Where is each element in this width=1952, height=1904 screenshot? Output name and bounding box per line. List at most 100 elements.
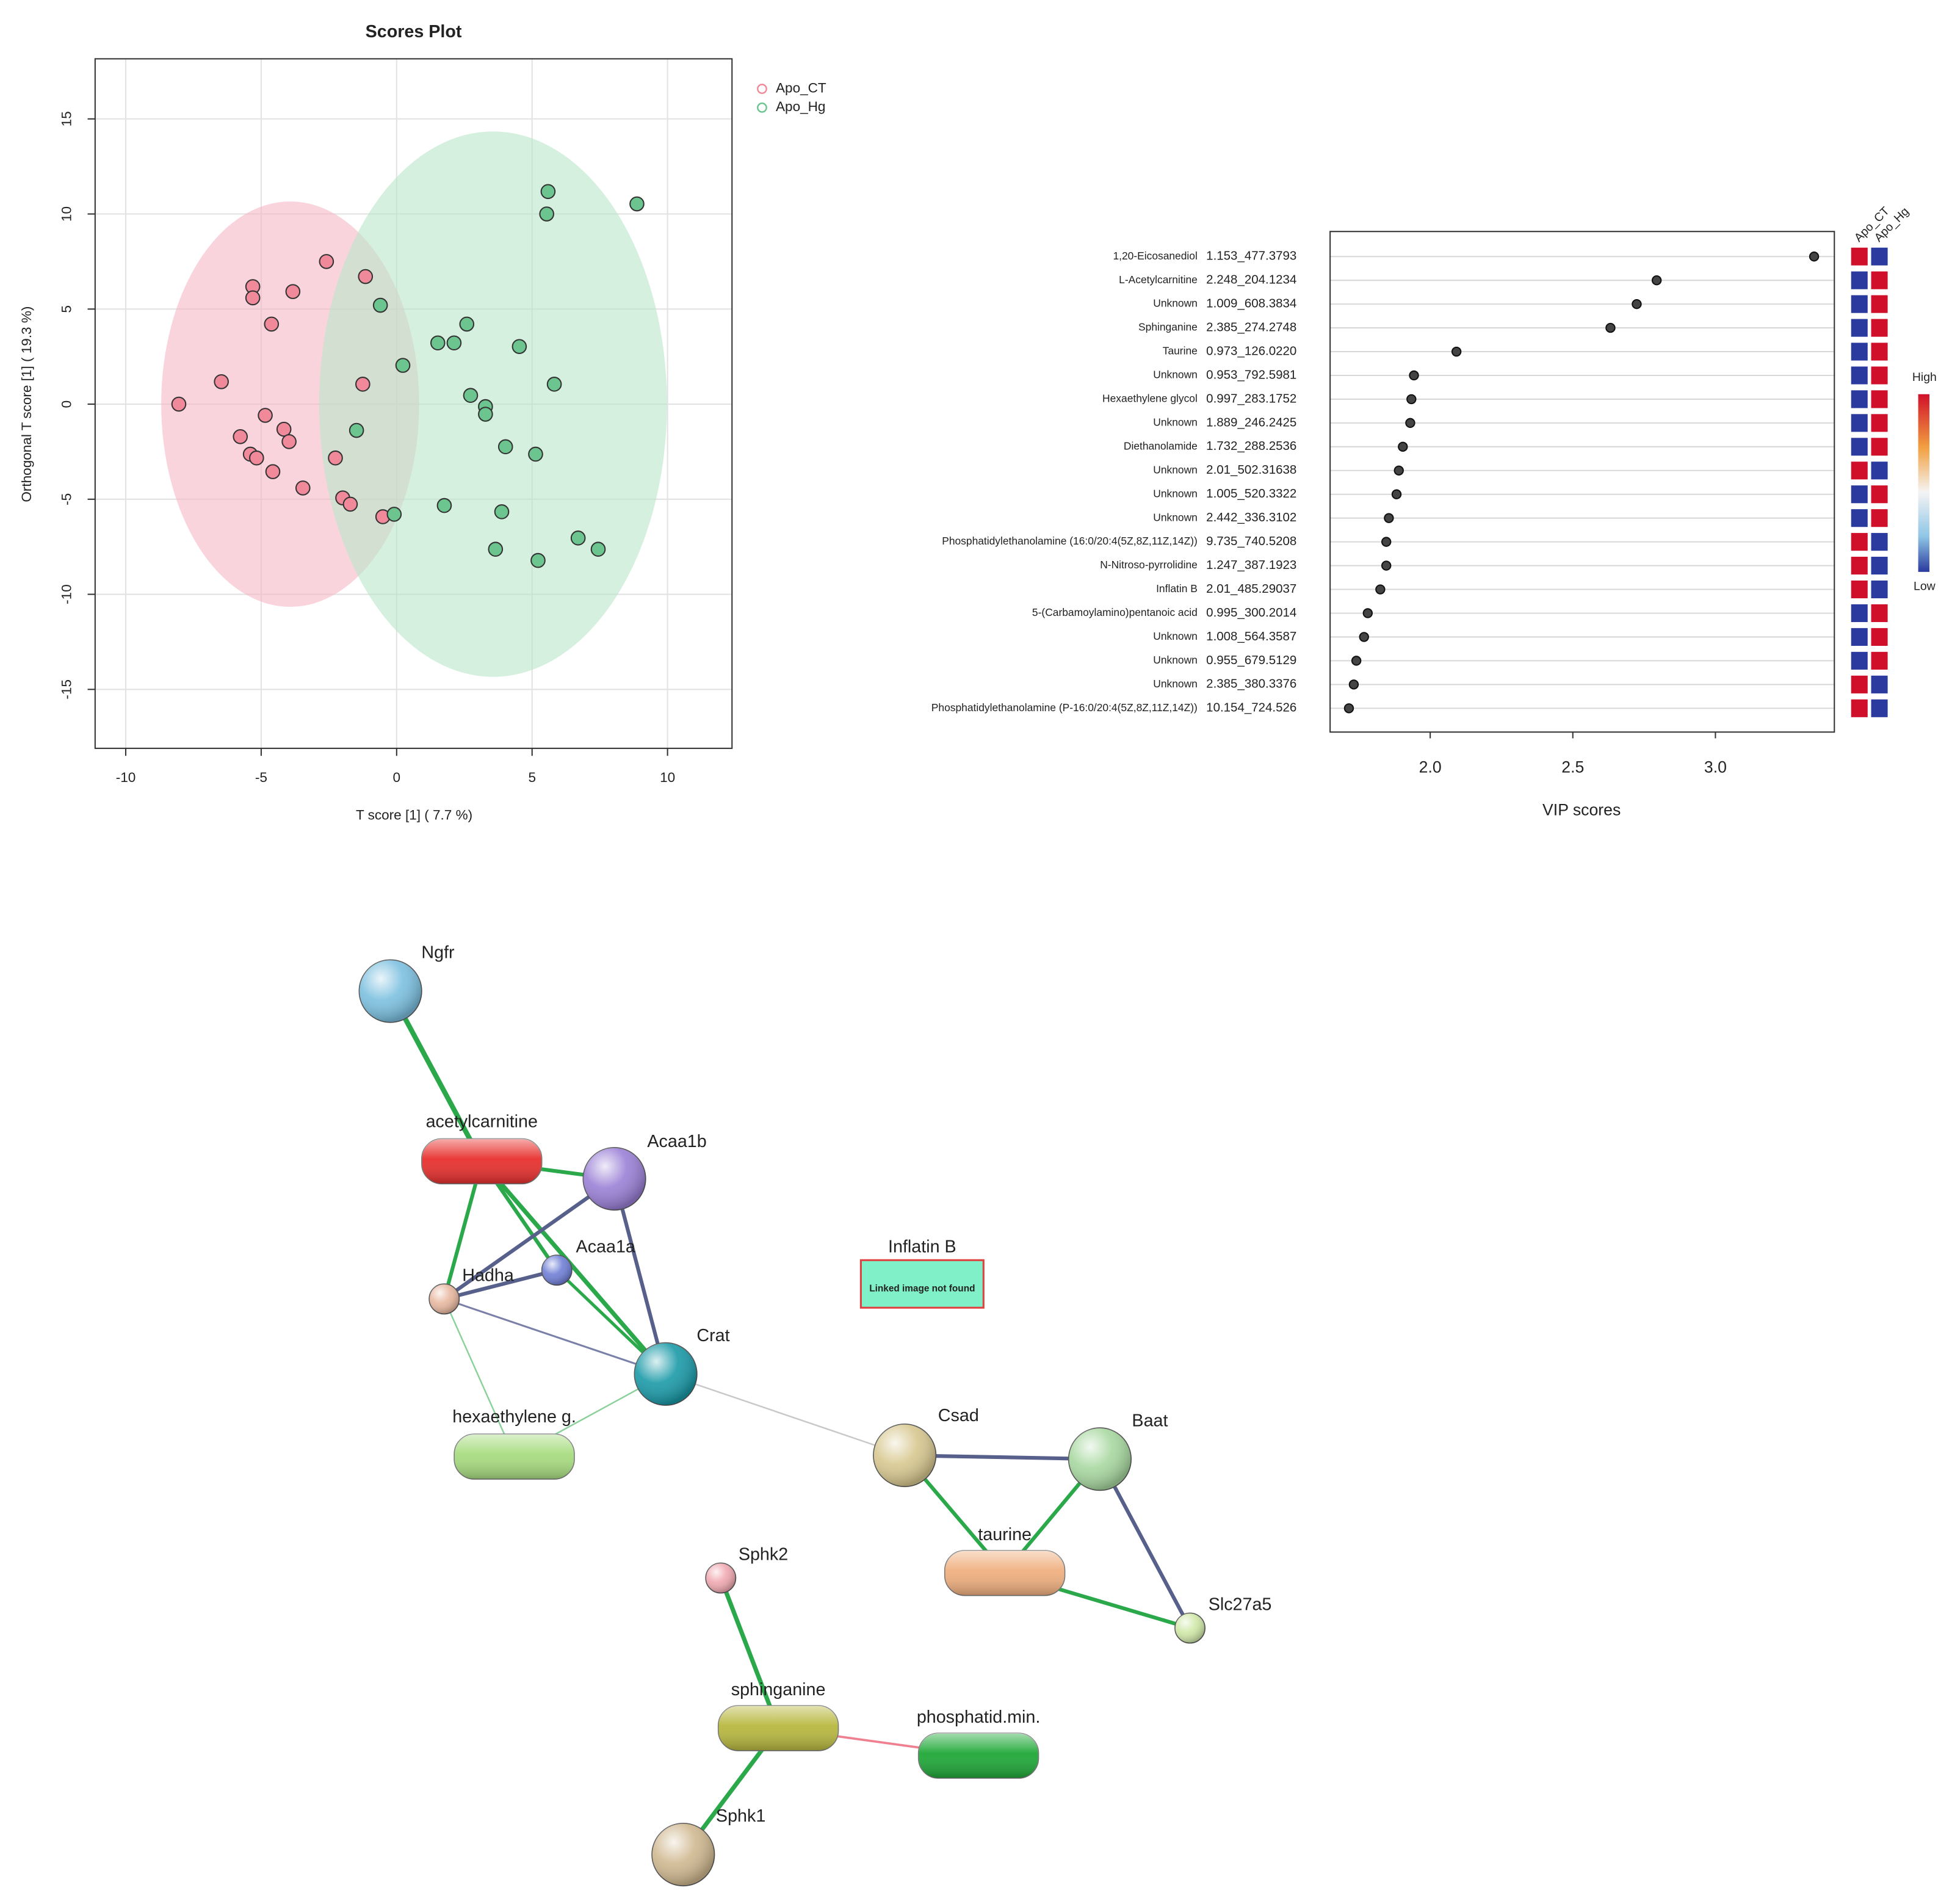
heat-cell bbox=[1870, 532, 1889, 552]
category-name: 1,20-Eicosanediol bbox=[1113, 250, 1197, 262]
network-edge bbox=[665, 1373, 905, 1457]
point bbox=[214, 374, 229, 389]
network-edge bbox=[443, 1177, 616, 1301]
heat-cell bbox=[1870, 270, 1889, 291]
heat-cell bbox=[1870, 675, 1889, 695]
point bbox=[264, 316, 280, 332]
dot bbox=[1381, 537, 1392, 547]
heat-cell bbox=[1850, 484, 1869, 504]
heat-cell bbox=[1870, 436, 1889, 457]
point bbox=[478, 407, 493, 422]
heat-cell bbox=[1850, 508, 1869, 528]
point bbox=[285, 284, 301, 299]
category-id: 2.385_274.2748 bbox=[1206, 320, 1296, 334]
heat-cell bbox=[1870, 317, 1889, 338]
dot bbox=[1406, 394, 1417, 405]
node-shine bbox=[359, 960, 422, 1023]
heat-cell bbox=[1850, 532, 1869, 552]
plot-frame bbox=[94, 58, 733, 749]
x-tick-label: 10 bbox=[660, 770, 675, 785]
dot bbox=[1351, 656, 1362, 666]
x-tick-label: 2.5 bbox=[1561, 758, 1584, 776]
point bbox=[629, 196, 645, 212]
heat-cell bbox=[1850, 698, 1869, 719]
category-name: Unknown bbox=[1153, 511, 1198, 523]
dot bbox=[1394, 465, 1404, 476]
dot bbox=[1343, 703, 1354, 714]
node-label: Slc27a5 bbox=[1209, 1595, 1272, 1615]
heat-cell bbox=[1850, 365, 1869, 386]
x-axis-label: VIP scores bbox=[1542, 800, 1621, 819]
dot bbox=[1391, 489, 1402, 499]
category-name: Diethanolamide bbox=[1124, 440, 1198, 452]
network-edge bbox=[388, 990, 484, 1163]
x-tick-label: 0 bbox=[393, 770, 401, 785]
node-shine bbox=[718, 1706, 839, 1751]
node-shine bbox=[1174, 1613, 1206, 1643]
node-label: Sphk1 bbox=[716, 1806, 765, 1826]
dot bbox=[1362, 608, 1373, 618]
category-id: 1.247_387.1923 bbox=[1206, 558, 1296, 572]
node-shine bbox=[583, 1147, 646, 1211]
category-name: L-Acetylcarnitine bbox=[1119, 273, 1198, 286]
node-shine bbox=[652, 1823, 715, 1886]
point bbox=[436, 498, 452, 513]
category-name: Sphinganine bbox=[1138, 321, 1198, 333]
heat-cell bbox=[1850, 294, 1869, 314]
network-edge bbox=[444, 1298, 667, 1375]
dot bbox=[1375, 584, 1386, 595]
dot bbox=[1398, 441, 1408, 452]
category-name: Phosphatidylethanolamine (P-16:0/20:4(5Z… bbox=[931, 701, 1198, 714]
node-label: Hadha bbox=[462, 1266, 514, 1286]
chart-title: Scores Plot bbox=[366, 22, 462, 42]
point bbox=[539, 206, 554, 222]
point bbox=[488, 541, 504, 557]
placeholder-text: Linked image not found bbox=[869, 1284, 975, 1294]
category-id: 2.01_485.29037 bbox=[1206, 582, 1296, 596]
category-name: 5-(Carbamoylamino)pentanoic acid bbox=[1032, 606, 1198, 618]
heat-cell bbox=[1870, 247, 1889, 267]
category-id: 1.153_477.3793 bbox=[1206, 249, 1296, 263]
category-name: Unknown bbox=[1153, 416, 1198, 428]
dot bbox=[1348, 679, 1359, 690]
category-id: 1.889_246.2425 bbox=[1206, 415, 1296, 429]
heat-cell bbox=[1870, 413, 1889, 433]
category-name: Unknown bbox=[1153, 463, 1198, 476]
heat-cell bbox=[1850, 651, 1869, 671]
network-edge bbox=[444, 1268, 558, 1301]
dot bbox=[1409, 370, 1419, 381]
heat-cell bbox=[1870, 603, 1889, 623]
point bbox=[463, 388, 479, 404]
point bbox=[386, 507, 402, 522]
category-name: Unknown bbox=[1153, 487, 1198, 499]
node-label: Crat bbox=[696, 1326, 729, 1345]
heat-cell bbox=[1870, 365, 1889, 386]
y-tick-label: -15 bbox=[59, 679, 74, 700]
node-label: Baat bbox=[1132, 1411, 1168, 1430]
category-id: 9.735_740.5208 bbox=[1206, 534, 1296, 548]
heat-cell bbox=[1850, 675, 1869, 695]
node-shine bbox=[454, 1434, 574, 1480]
point bbox=[497, 439, 513, 455]
node-shine bbox=[421, 1138, 542, 1184]
point bbox=[546, 377, 562, 392]
heat-cell bbox=[1870, 508, 1889, 528]
category-id: 0.995_300.2014 bbox=[1206, 606, 1296, 620]
legend-symbol bbox=[757, 102, 767, 113]
point bbox=[349, 422, 364, 438]
heat-cell bbox=[1850, 389, 1869, 410]
color-bar-high: High bbox=[1912, 371, 1937, 384]
y-tick-label: 15 bbox=[59, 111, 74, 126]
heat-cell bbox=[1870, 294, 1889, 314]
node-shine bbox=[634, 1342, 697, 1406]
point bbox=[590, 541, 606, 557]
category-name: N-Nitroso-pyrrolidine bbox=[1100, 559, 1198, 571]
node-shine bbox=[873, 1424, 936, 1487]
heat-cell bbox=[1870, 579, 1889, 599]
heat-cell bbox=[1850, 247, 1869, 267]
dot bbox=[1451, 346, 1462, 357]
point bbox=[276, 421, 292, 437]
node-shine bbox=[918, 1733, 1039, 1778]
